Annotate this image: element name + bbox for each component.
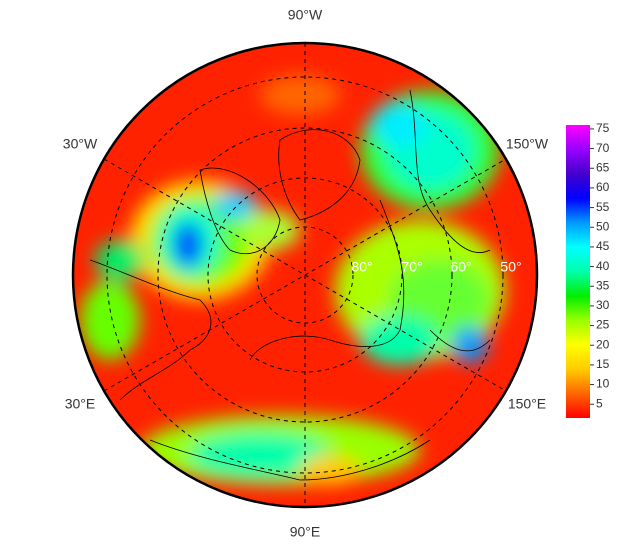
colorbar-tick-label: 5: [596, 396, 603, 410]
colorbar-tick-label: 60: [596, 180, 610, 194]
colorbar: 5 10 15 20 25 30 35 40 45 50 55 60 65 70 75: [566, 121, 610, 418]
colorbar-tick-label: 35: [596, 278, 610, 292]
longitude-label: 150°W: [506, 136, 549, 152]
coastlines: [89, 89, 491, 481]
map-labels: 90°W 30°W 150°W 30°E 150°E 90°E 80° 70° 60° 50°: [63, 7, 549, 540]
longitude-label: 30°W: [63, 136, 98, 152]
field-blobs: [80, 75, 505, 485]
colorbar-tick-label: 20: [596, 337, 610, 351]
longitude-label: 30°E: [65, 396, 96, 412]
colorbar-tick-label: 65: [596, 160, 610, 174]
latitude-label: 80°: [351, 259, 372, 275]
longitude-label: 150°E: [508, 396, 546, 412]
colorbar-scale: [566, 125, 590, 418]
map-border: [71, 41, 539, 509]
colorbar-tick-label: 10: [596, 377, 610, 391]
colorbar-tick-label: 50: [596, 219, 610, 233]
colorbar-tick-label: 55: [596, 200, 610, 214]
field: [73, 43, 537, 507]
latitude-label: 60°: [450, 259, 471, 275]
colorbar-tick-label: 15: [596, 357, 610, 371]
colorbar-tick-label: 40: [596, 259, 610, 273]
colorbar-tick-label: 70: [596, 141, 610, 155]
longitude-label: 90°E: [290, 524, 321, 540]
latitude-label: 50°: [500, 259, 521, 275]
colorbar-tick-label: 25: [596, 318, 610, 332]
longitude-label: 90°W: [288, 7, 323, 23]
colorbar-tick-label: 30: [596, 298, 610, 312]
colorbar-tick-label: 75: [596, 121, 610, 135]
latitude-label: 70°: [401, 259, 422, 275]
colorbar-tick-label: 45: [596, 239, 610, 253]
graticule: [103, 43, 507, 507]
